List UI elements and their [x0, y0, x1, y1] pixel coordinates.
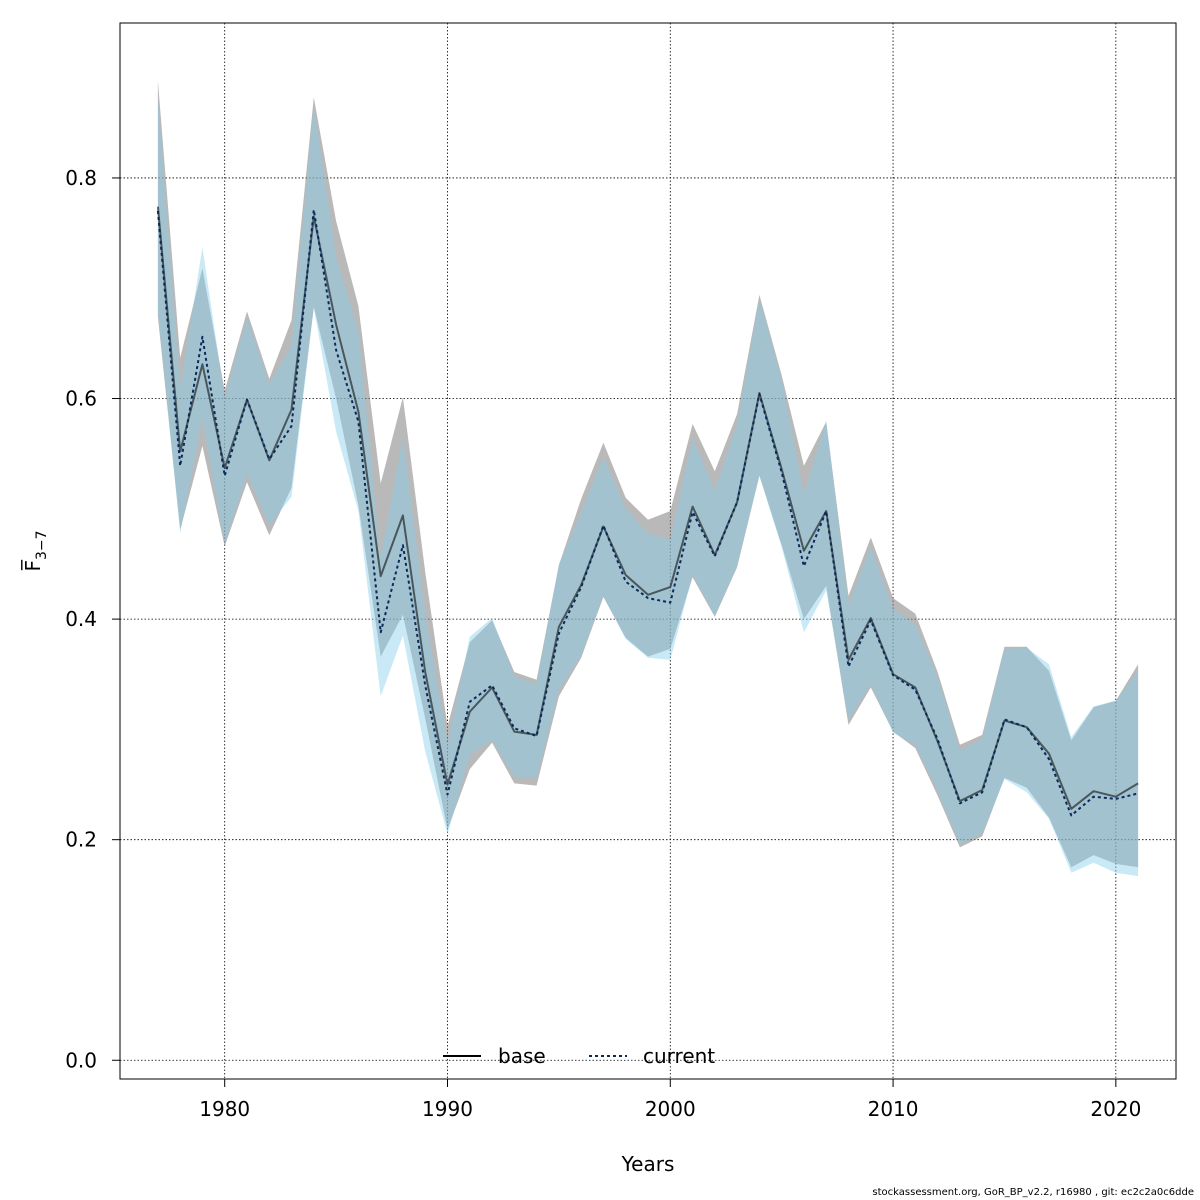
- y-tick-label: 0.0: [65, 1048, 97, 1072]
- x-axis-title: Years: [621, 1152, 675, 1176]
- y-axis: 0.0 0.2 0.4 0.6 0.8: [65, 166, 120, 1072]
- y-tick-label: 0.6: [65, 387, 97, 411]
- plot-frame: [119, 22, 1177, 1080]
- confidence-band-current: [157, 98, 1139, 877]
- series-lines: [156, 206, 1139, 817]
- confidence-bands: [157, 80, 1139, 877]
- y-axis-title-subscript: 3−7: [34, 530, 50, 560]
- series-line-current: [156, 208, 1139, 817]
- x-tick-label: 1980: [199, 1097, 250, 1121]
- svg-text:F̅3−7: F̅3−7: [20, 530, 50, 571]
- x-tick-label: 2020: [1090, 1097, 1141, 1121]
- x-axis: 1980 1990 2000 2010 2020: [199, 1079, 1141, 1121]
- y-tick-label: 0.8: [65, 166, 97, 190]
- confidence-band-base: [157, 80, 1139, 868]
- legend-base-label: base: [498, 1044, 546, 1068]
- y-axis-title: F̅3−7: [20, 530, 50, 571]
- y-axis-title-main: F̅: [20, 559, 45, 572]
- x-tick-label: 1990: [422, 1097, 473, 1121]
- legend-current-label: current: [643, 1044, 715, 1068]
- y-tick-label: 0.4: [65, 607, 97, 631]
- y-tick-label: 0.2: [65, 828, 97, 852]
- footer-note: stockassessment.org, GoR_BP_v2.2, r16980…: [872, 1187, 1194, 1198]
- x-tick-label: 2000: [645, 1097, 696, 1121]
- series-line-base: [156, 206, 1139, 810]
- x-tick-label: 2010: [868, 1097, 919, 1121]
- legend: base current: [443, 1044, 715, 1068]
